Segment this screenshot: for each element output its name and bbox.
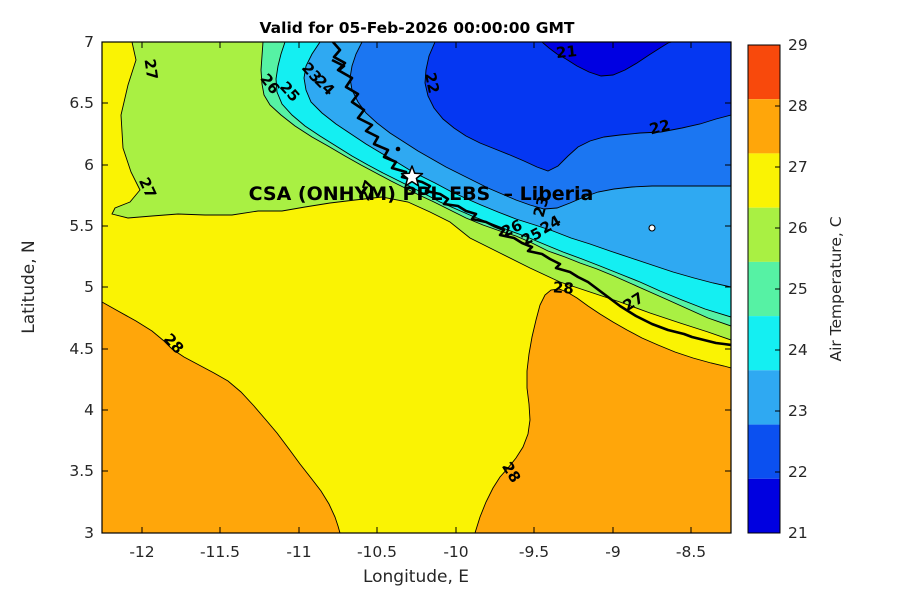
colorbar-band — [748, 316, 780, 371]
band-below-21 — [541, 42, 673, 77]
colorbar-tick-label: 29 — [788, 36, 808, 54]
band-28-29-southeast — [474, 288, 731, 533]
colorbar-band — [748, 370, 780, 425]
colorbar-band — [748, 478, 780, 533]
contour-label: 22 — [647, 116, 672, 139]
colorbar-tick-label: 25 — [788, 280, 808, 298]
axes-box — [101, 41, 732, 534]
x-tick-label: -12 — [129, 543, 154, 561]
star-marker — [400, 165, 424, 187]
contour-label: 28 — [552, 278, 574, 297]
colorbar-tick-label: 26 — [788, 219, 808, 237]
y-tick-label: 3 — [84, 524, 94, 542]
x-axis-label: Longitude, E — [363, 567, 469, 587]
y-tick-label: 3.5 — [69, 462, 94, 480]
colorbar-tick-label: 28 — [788, 97, 808, 115]
colorbar-band — [748, 424, 780, 479]
colorbar-band — [748, 45, 780, 100]
band-28-29-southwest — [102, 301, 341, 533]
circle-marker — [648, 224, 656, 232]
x-axis: -12 -11.5 -11 -10.5 -10 -9.5 -9 -8.5 Lon… — [129, 543, 706, 587]
colorbar-band — [748, 207, 780, 262]
x-tick-label: -8.5 — [676, 543, 706, 561]
y-tick-label: 5 — [84, 278, 94, 296]
colorbar-band — [748, 261, 780, 317]
coastline — [331, 42, 731, 347]
contour-label: 22 — [421, 71, 443, 95]
x-tick-label: -9.5 — [519, 543, 549, 561]
y-axis-label: Latitude, N — [19, 240, 39, 334]
colorbar-tick-label: 24 — [788, 341, 808, 359]
contour-label: 23 — [530, 194, 553, 219]
y-tick-label: 6 — [84, 156, 94, 174]
colorbar-axis-label: Air Temperature, C — [827, 216, 845, 361]
x-tick-label: -11 — [286, 543, 311, 561]
y-tick-label: 4 — [84, 401, 94, 419]
map-annotation: CSA (ONHYM) PPL EBS – Liberia — [249, 183, 594, 205]
colorbar-tick-label: 23 — [788, 402, 808, 420]
band-21-22 — [424, 42, 731, 172]
y-axis: 7 6.5 6 5.5 5 4.5 4 3.5 3 Latitude, N — [19, 33, 94, 542]
figure-title: Valid for 05-Feb-2026 00:00:00 GMT — [260, 19, 575, 37]
contour-label: 27 — [355, 178, 379, 203]
x-tick-label: -10 — [443, 543, 468, 561]
x-tick-label: -9 — [605, 543, 620, 561]
islet-dot — [395, 146, 401, 152]
colorbar-band — [748, 99, 780, 154]
y-tick-label: 5.5 — [69, 217, 94, 235]
colorbar-tick-label: 21 — [788, 524, 808, 542]
contour-label: 27 — [141, 58, 162, 81]
x-tick-label: -11.5 — [200, 543, 240, 561]
colorbar-band — [748, 153, 780, 208]
y-tick-label: 6.5 — [69, 94, 94, 112]
plot-area: 27 27 28 26 25 23 24 22 21 22 27 23 26 2… — [102, 42, 731, 533]
contour-label: 21 — [555, 42, 578, 62]
colorbar-tick-label: 22 — [788, 463, 808, 481]
colorbar-ticks — [775, 105, 780, 473]
tick-marks — [102, 42, 731, 533]
x-tick-label: -10.5 — [357, 543, 397, 561]
colorbar-tick-label: 27 — [788, 158, 808, 176]
coastline-islet — [331, 58, 346, 72]
y-tick-label: 4.5 — [69, 340, 94, 358]
y-tick-label: 7 — [84, 33, 94, 51]
colorbar: 29 28 27 26 25 24 23 22 21 Air Temperatu… — [747, 36, 845, 542]
